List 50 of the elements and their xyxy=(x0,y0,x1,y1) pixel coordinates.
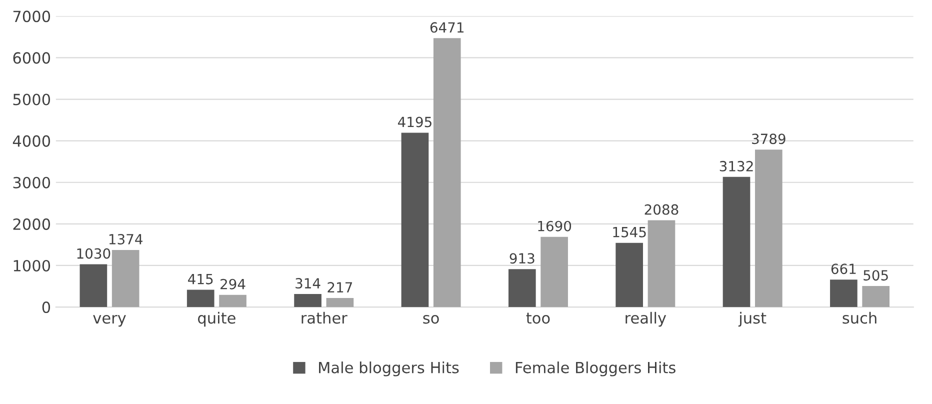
bar xyxy=(326,298,354,308)
data-label: 6471 xyxy=(430,22,464,33)
data-label: 415 xyxy=(188,274,213,284)
x-tick-label: so xyxy=(423,314,439,324)
bar xyxy=(540,236,568,308)
bar xyxy=(219,294,246,308)
data-label: 1030 xyxy=(77,248,110,259)
bar xyxy=(294,294,322,308)
x-tick-label: just xyxy=(738,312,766,327)
x-tick-label: such xyxy=(842,312,876,324)
data-label: 913 xyxy=(510,253,534,264)
bar xyxy=(80,264,108,308)
data-label: 505 xyxy=(864,270,888,281)
x-tick-label: very xyxy=(93,314,126,327)
legend-label: Male bloggers Hits xyxy=(319,362,459,376)
data-label: 3789 xyxy=(752,134,786,144)
y-tick-label: 2000 xyxy=(13,218,50,230)
x-tick-label: rather xyxy=(302,312,348,324)
legend-label: Female Bloggers Hits xyxy=(516,362,676,376)
bar xyxy=(755,150,782,308)
bar xyxy=(616,242,643,308)
bar xyxy=(830,280,858,308)
y-tick-label: 0 xyxy=(42,302,50,314)
bar xyxy=(862,286,890,308)
data-label: 1690 xyxy=(538,220,572,232)
bar xyxy=(508,269,536,308)
y-tick-label: 1000 xyxy=(14,260,50,272)
bar xyxy=(433,38,461,308)
y-tick-label: 6000 xyxy=(13,52,50,64)
data-label: 4195 xyxy=(398,116,432,128)
data-label: 294 xyxy=(220,278,246,290)
y-tick-label: 4000 xyxy=(12,135,50,147)
x-tick-label: really xyxy=(626,312,666,327)
x-tick-label: too xyxy=(526,312,550,324)
y-tick-label: 7000 xyxy=(13,10,50,22)
data-label: 661 xyxy=(831,264,856,274)
bar xyxy=(648,220,676,308)
bar xyxy=(186,290,214,308)
bar xyxy=(112,250,140,308)
y-tick-label: 3000 xyxy=(13,176,50,188)
data-label: 217 xyxy=(328,282,352,292)
bar xyxy=(722,176,750,308)
bar xyxy=(401,132,429,308)
data-label: 1545 xyxy=(613,227,646,238)
x-tick-label: quite xyxy=(198,312,236,327)
data-label: 3132 xyxy=(720,160,753,172)
data-label: 2088 xyxy=(644,204,678,215)
data-label: 1374 xyxy=(109,234,142,244)
y-tick-label: 5000 xyxy=(13,94,50,106)
data-label: 314 xyxy=(296,278,320,289)
